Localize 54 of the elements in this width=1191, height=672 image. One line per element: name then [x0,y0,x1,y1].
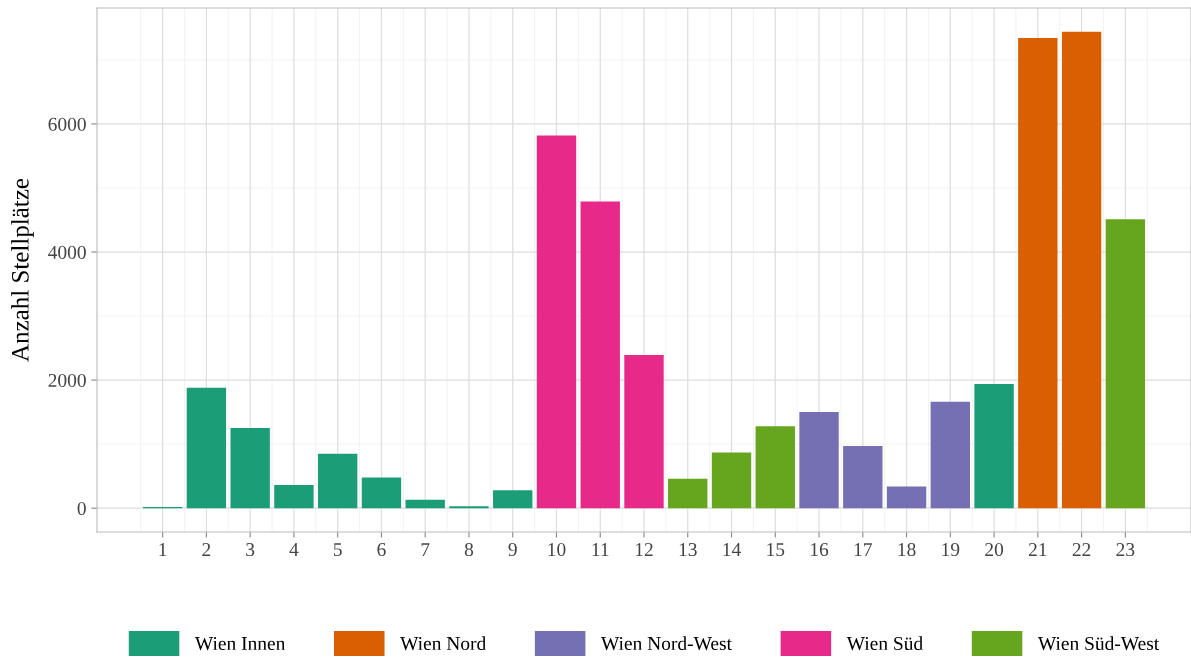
bar [536,135,577,509]
x-tick-label: 4 [289,543,299,556]
x-tick-label: 22 [1072,543,1091,556]
x-tick-label: 12 [635,543,653,556]
y-tick-label: 0 [77,501,86,516]
bar [624,355,664,509]
x-tick-label: 16 [811,543,829,557]
bar [493,490,533,509]
bar [1061,31,1102,509]
x-tick-label: 18 [898,542,916,557]
bar [580,201,620,509]
legend-label: Wien Nord [400,636,486,651]
y-tick-label: 2000 [48,373,86,388]
x-tick-label: 8 [464,542,474,557]
bar [361,477,402,509]
x-tick-label: 21 [1028,543,1047,556]
bar [186,387,227,509]
x-tick-label: 10 [548,542,566,557]
x-tick-label: 9 [508,543,517,557]
x-tick-label: 11 [592,543,609,556]
x-tick-label: 19 [942,543,960,557]
bar [930,401,971,509]
x-tick-label: 2 [202,543,211,556]
legend-label: Wien Innen [194,636,286,651]
x-tick-label: 7 [421,543,430,556]
x-tick-label: 6 [377,543,386,557]
x-tick-label: 15 [767,543,785,557]
bar [230,428,270,509]
bar [317,453,358,509]
bar [1105,219,1146,509]
x-tick-label: 1 [159,543,167,556]
x-tick-label: 23 [1116,543,1135,557]
bar [711,452,752,509]
x-tick-label: 5 [333,543,342,557]
bar [886,486,927,509]
bar [274,485,314,509]
x-tick-label: 13 [679,543,697,557]
legend-label: Wien Nord-West [600,636,732,651]
x-tick-label: 3 [246,543,255,557]
y-axis-title: Anzahl Stellplätze [11,178,34,362]
x-tick-label: 14 [723,543,741,556]
x-tick-label: 17 [854,543,872,556]
y-tick-label: 4000 [48,245,86,259]
bar [843,446,883,509]
bar [405,499,445,509]
x-tick-label: 20 [985,542,1004,557]
bar [1018,38,1058,509]
bar [974,383,1014,509]
bar [668,478,708,509]
legend-label: Wien Süd [846,636,923,651]
legend-label: Wien Süd-West [1037,636,1160,651]
bar [799,412,839,509]
y-tick-label: 6000 [48,117,86,131]
bar [755,426,795,509]
